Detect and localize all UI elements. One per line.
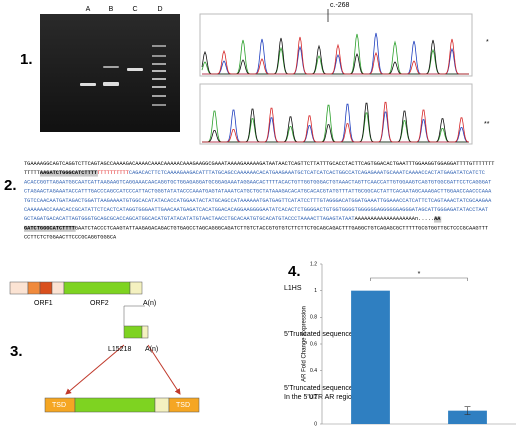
sequence-segment: GCTAGATGACACATTAGTGGGTGCAGCGCACCAGCATGGC…: [24, 217, 355, 223]
panel-label: 1.: [20, 51, 33, 68]
panel-label: 3.: [10, 343, 23, 360]
highlight: [39, 170, 98, 177]
chromatogram: [199, 83, 473, 145]
trace: [202, 101, 470, 143]
sequence-segment: GAATCTACCCTCAAGTATTAAGAGACAGACTGTGAGCCTA…: [75, 226, 488, 232]
sequence-segment: CAGACACTTCTCAAAAGAAGACATTTATGCAGCCAAAAAA…: [129, 171, 485, 177]
sequence-segment: TGTCCAACAATGATAGACTGGATTAAGAAAATGTGGCACA…: [24, 198, 492, 204]
highlight: [434, 216, 442, 223]
inserted-label: 5'Truncated sequence: [284, 385, 353, 392]
sequence: TGAAAAGGCAGTCAGGTCTTCAGTAGCCAAAAGACAAAAC…: [24, 161, 494, 241]
panel-label: 4.: [288, 263, 301, 280]
sequence-line: ACACCGGTTAGAATGGCAATCATTAAGAAGTCAGGAAACA…: [24, 180, 491, 186]
inserted-label: In the 5'UTR AR region: [284, 394, 356, 401]
chromatogram-traces: [201, 32, 470, 143]
y-tick-label: 1: [314, 288, 317, 294]
diagram: [9, 281, 200, 413]
sequence-segment: CCTTCTCTGGAACTTCCCGCAGGTGGGCA: [24, 235, 117, 241]
lane-label: C: [132, 6, 137, 13]
sequence-segment: GATCTGGGCATCTTTT: [24, 226, 76, 232]
tsd-label: TSD: [176, 402, 190, 409]
sequence-segment: CTAGAACTAGAAATACCATTTGACCCAGCCATCCCATTAC…: [24, 189, 492, 195]
marker: **: [484, 121, 490, 128]
sequence-segment: AAGATCTGGGCATCTTTT: [40, 171, 98, 177]
polya-label: A(n): [143, 300, 156, 307]
orf1-label: ORF1: [34, 300, 53, 307]
lane-label: D: [157, 6, 162, 13]
sequence-segment: AA: [434, 217, 441, 223]
orf2-label: ORF2: [90, 300, 109, 307]
significance-bracket: [370, 277, 468, 281]
y-tick-label: 0.8: [310, 315, 317, 321]
lane-label: B: [109, 6, 114, 13]
insert-label: L15218: [108, 346, 131, 353]
error-bar: [464, 406, 471, 415]
sequence-line: TGAAAAGGCAGTCAGGTCTTCAGTAGCCAAAAGACAAAAC…: [24, 161, 494, 167]
lane-label: A: [86, 6, 91, 13]
bar: [448, 410, 487, 424]
sequence-line: GATCTGGGCATCTTTTGAATCTACCCTCAAGTATTAAGAG…: [24, 226, 488, 232]
trace: [202, 36, 469, 75]
sequence-line: CCTTCTCTGGAACTTCCCGCAGGTGGGCA: [24, 235, 117, 241]
sequence-line: GCTAGATGACACATTAGTGGGTGCAGCGCACCAGCATGGC…: [24, 217, 441, 223]
gel-bands: [80, 45, 166, 106]
gel-image: [40, 14, 180, 132]
panel-label: 2.: [4, 177, 17, 194]
sequence-line: CAAAAAACCAAACACCGCATATTCTCACTCATAGGTGGGA…: [24, 207, 488, 213]
polya-label: A(n): [145, 346, 158, 353]
sequence-segment: TGAAAAGGCAGTCAGGTCTTCAGTAGCCAAAAGACAAAAC…: [24, 161, 494, 167]
bar-chart: 0 0.2 0.4 0.6 0.8 1 1.2 AR Fold Change Expressi…: [302, 261, 516, 427]
bar: [351, 290, 390, 424]
significance-label: *: [418, 271, 421, 278]
y-tick-label: 0.2: [310, 395, 317, 401]
y-axis-title: AR Fold Change Expression: [302, 306, 308, 382]
sequence-segment: TTTTT: [24, 171, 40, 177]
tsd-label: TSD: [52, 402, 66, 409]
y-tick-label: 0.4: [310, 368, 317, 374]
y-tick-label: 0.6: [310, 341, 317, 347]
y-tick-label: 1.2: [310, 261, 317, 267]
marker: *: [486, 39, 489, 46]
sequence-segment: TTTTTTTTTT: [97, 171, 129, 177]
sequence-segment: ACACCGGTTAGAATGGCAATCATTAAGAAGTCAGGAAACA…: [24, 180, 491, 186]
sequence-segment: CAAAAAACCAAACACCGCATATTCTCACTCATAGGTGGGA…: [24, 207, 488, 213]
sequence-line: CTAGAACTAGAAATACCATTTGACCCAGCCATCCCATTAC…: [24, 189, 492, 195]
highlight: [24, 225, 76, 232]
sequence-line: TTTTTAAGATCTGGGCATCTTTTTTTTTTTTTTCAGACAC…: [24, 171, 485, 177]
sequence-line: TGTCCAACAATGATAGACTGGATTAAGAAAATGTGGCACA…: [24, 198, 492, 204]
element-label: L1HS: [284, 285, 302, 292]
sequence-segment: AAAAAAAAAAAAAAAAAAAn.....: [355, 217, 434, 223]
position-label: c.-268: [330, 2, 350, 9]
truncated-label: 5'Truncated sequence: [284, 331, 353, 338]
y-tick-label: 0: [314, 421, 317, 427]
